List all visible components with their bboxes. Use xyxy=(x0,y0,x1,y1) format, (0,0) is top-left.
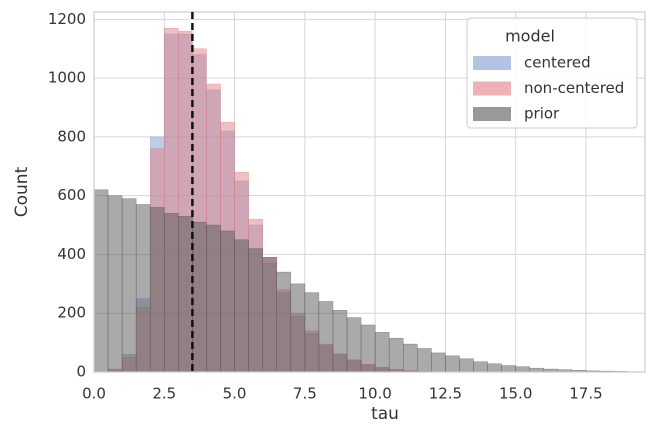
legend-swatch xyxy=(473,56,511,70)
histogram-bar xyxy=(332,310,348,373)
x-tick-label: 7.5 xyxy=(293,385,317,403)
histogram-bar xyxy=(107,195,123,373)
y-tick-label: 800 xyxy=(57,127,86,145)
x-axis-label: tau xyxy=(371,404,399,424)
histogram-bar xyxy=(360,324,376,373)
x-tick-label: 2.5 xyxy=(152,385,176,403)
legend: model centered non-centered prior xyxy=(466,17,638,129)
histogram-bar xyxy=(459,358,474,373)
y-tick-label: 200 xyxy=(57,304,86,322)
histogram-bar xyxy=(262,257,277,373)
x-tick-label: 10.0 xyxy=(358,385,391,403)
histogram-bar xyxy=(431,352,446,373)
histogram-bar xyxy=(135,204,151,373)
histogram-bar xyxy=(304,292,320,373)
legend-label: prior xyxy=(524,105,560,123)
histogram-bar xyxy=(374,332,390,373)
histogram-bar xyxy=(121,198,137,373)
y-tick-label: 1000 xyxy=(48,69,86,87)
histogram-bar xyxy=(501,365,516,373)
x-tick-label: 17.5 xyxy=(569,385,602,403)
x-tick-label: 5.0 xyxy=(223,385,247,403)
histogram-bar xyxy=(445,355,460,373)
histogram-bar xyxy=(402,343,418,373)
histogram-bar xyxy=(206,224,221,373)
y-tick-label: 1200 xyxy=(48,10,86,28)
histogram-bar xyxy=(220,230,235,373)
histogram-bar xyxy=(248,248,263,373)
histogram-bar xyxy=(276,271,292,373)
x-tick-label: 0.0 xyxy=(82,385,106,403)
legend-title: model xyxy=(505,27,555,46)
y-tick-label: 0 xyxy=(76,363,86,381)
legend-label: centered xyxy=(524,54,591,72)
y-axis-label: Count xyxy=(12,166,32,217)
legend-label: non-centered xyxy=(524,79,624,97)
bars xyxy=(93,27,643,373)
histogram-bar xyxy=(388,337,404,373)
x-tick-label: 12.5 xyxy=(429,385,462,403)
legend-swatch xyxy=(473,81,511,96)
plot-frame xyxy=(93,11,646,373)
histogram-bar xyxy=(473,361,488,373)
histogram-bar xyxy=(93,189,109,373)
y-tick-label: 400 xyxy=(57,245,86,263)
axes: 0 200 400 600 800 1000 1200 0.0 2.5 5.0 7.5 10.0 12.… xyxy=(48,10,603,403)
histogram-bar xyxy=(192,221,207,373)
y-tick-label: 600 xyxy=(57,186,86,204)
x-tick-label: 15.0 xyxy=(499,385,532,403)
legend-swatch xyxy=(473,107,511,121)
histogram-bar xyxy=(515,366,530,373)
histogram-bar xyxy=(487,363,502,373)
histogram-bar xyxy=(290,283,306,373)
histogram-bar xyxy=(149,207,165,373)
histogram-bar xyxy=(318,301,334,373)
histogram-bar xyxy=(417,348,432,373)
histogram-bar xyxy=(234,239,249,373)
legend-box xyxy=(466,17,638,129)
histogram-bar xyxy=(178,215,193,373)
histogram-bar xyxy=(164,213,179,373)
histogram-bar xyxy=(346,317,362,373)
